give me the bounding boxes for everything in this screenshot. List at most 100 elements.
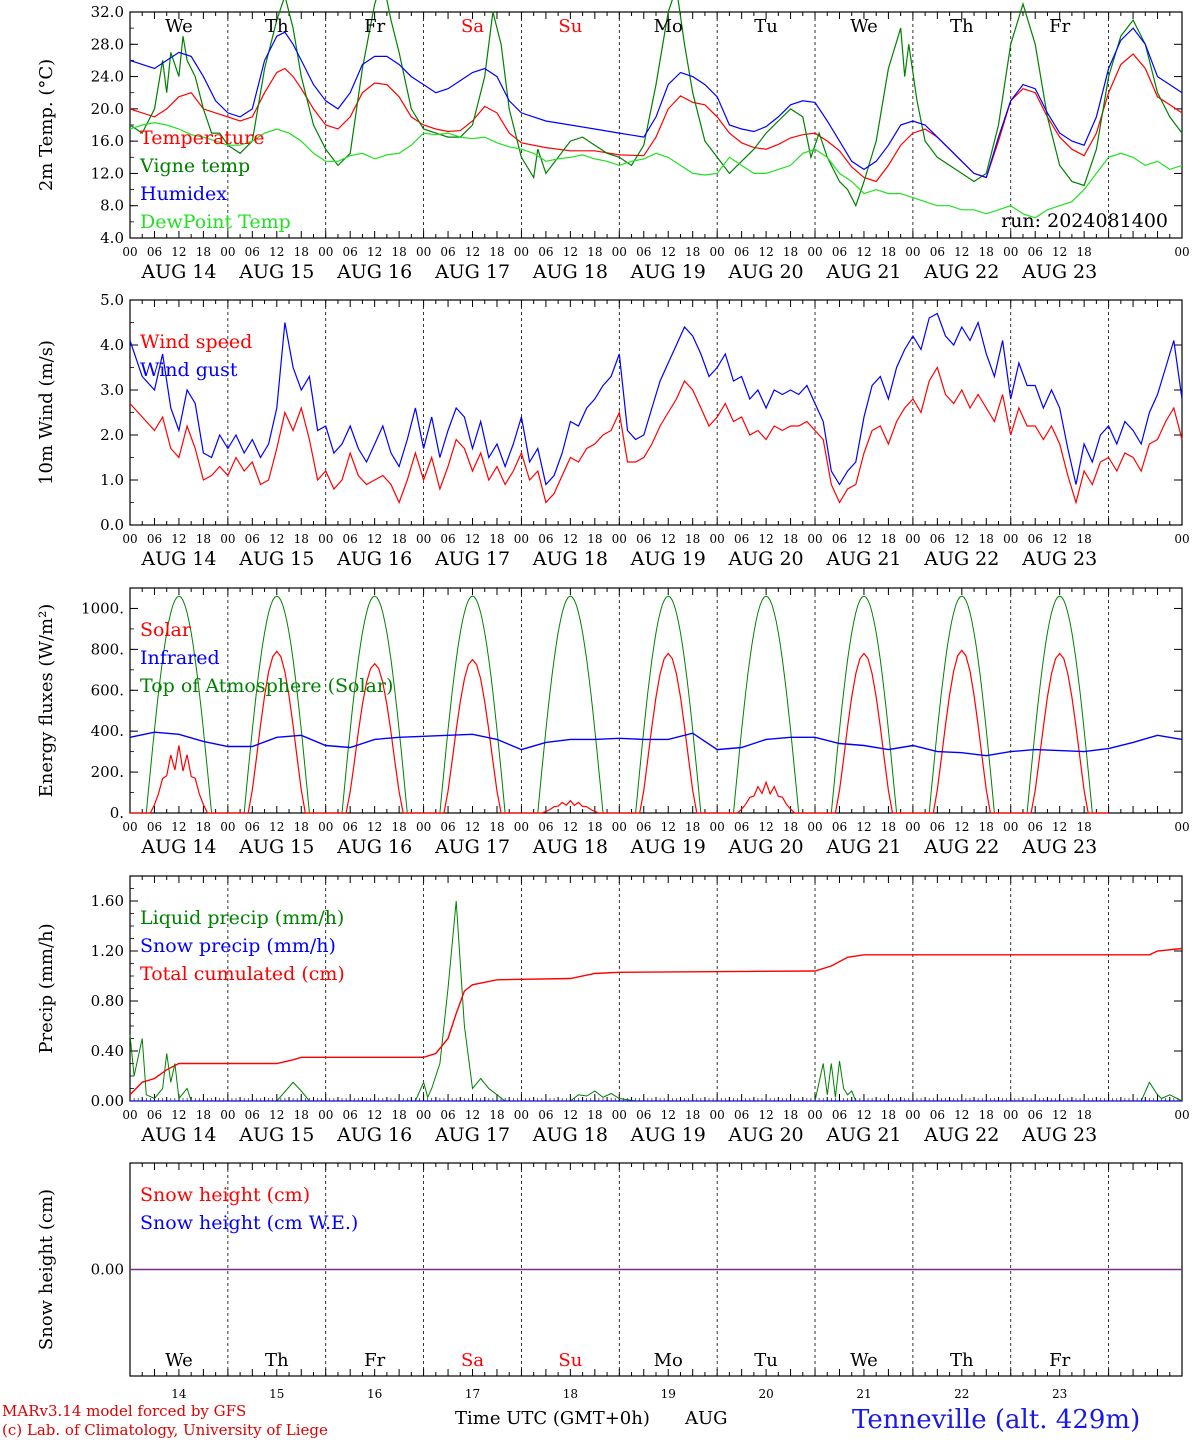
day-number: 14 — [171, 1387, 187, 1401]
hour-tick-label: 06 — [930, 532, 945, 546]
hour-tick-label: 06 — [440, 820, 455, 834]
hour-tick-label: 12 — [661, 820, 676, 834]
legend-item: Snow height (cm W.E.) — [140, 1212, 358, 1234]
date-label: AUG 19 — [630, 1124, 706, 1146]
date-label: AUG 22 — [923, 836, 999, 858]
date-label: AUG 17 — [434, 548, 510, 570]
panel-2: 0.0 1.0 2.0 3.0 4.0 5.0 10m Wind (m/s) Wind spe… — [36, 291, 1190, 570]
solar-curve — [912, 649, 1011, 814]
hour-tick-label: 18 — [489, 1108, 504, 1122]
hour-tick-label: 18 — [979, 820, 994, 834]
date-label: AUG 17 — [434, 836, 510, 858]
solar-curve — [227, 650, 326, 814]
hour-tick-label: 18 — [196, 245, 211, 259]
toa-curve — [717, 595, 815, 814]
hour-tick-label: 00 — [807, 1108, 822, 1122]
hour-tick-label: 18 — [783, 820, 798, 834]
y-axis-label: Precip (mm/h) — [36, 923, 57, 1053]
hour-tick-label: 06 — [245, 1108, 260, 1122]
day-number: 21 — [856, 1387, 871, 1401]
y-tick-label: 800. — [91, 640, 124, 658]
y-tick-label: 1000. — [81, 599, 124, 617]
y-tick-label: 1.0 — [100, 471, 124, 489]
month-label: AUG — [684, 1408, 728, 1429]
hour-tick-label: 00 — [122, 532, 137, 546]
day-number: 16 — [367, 1387, 382, 1401]
date-label: AUG 16 — [336, 1124, 412, 1146]
hour-tick-label: 00 — [612, 1108, 627, 1122]
hour-tick-label: 18 — [196, 1108, 211, 1122]
legend-item: Total cumulated (cm) — [140, 963, 345, 985]
hour-tick-label: 06 — [538, 532, 553, 546]
hour-tick-label: 12 — [661, 245, 676, 259]
y-tick-label: 1.60 — [91, 892, 124, 910]
hour-tick-label: 06 — [245, 245, 260, 259]
date-label: AUG 23 — [1021, 548, 1097, 570]
day-label: Mo — [654, 16, 683, 37]
hour-tick-label: 12 — [367, 245, 382, 259]
hour-tick-label: 18 — [881, 245, 896, 259]
hour-tick-label: 12 — [269, 1108, 284, 1122]
hour-tick-label: 18 — [783, 1108, 798, 1122]
hour-tick-label: 12 — [465, 1108, 480, 1122]
toa-curve — [521, 595, 620, 814]
y-tick-label: 200. — [91, 763, 124, 781]
solar-curve — [325, 662, 424, 814]
y-tick-label: 20.0 — [91, 100, 124, 118]
hour-tick-label: 12 — [856, 1108, 871, 1122]
date-label: AUG 20 — [728, 836, 804, 858]
hour-tick-label: 06 — [440, 1108, 455, 1122]
y-tick-label: 4.0 — [100, 336, 124, 354]
hour-tick-label: 00 — [710, 245, 725, 259]
day-label: Fr — [364, 1350, 385, 1371]
hour-tick-label: 06 — [734, 532, 749, 546]
series-line — [129, 121, 1183, 219]
hour-tick-label: 00 — [220, 820, 235, 834]
infrared-curve — [129, 731, 1183, 757]
y-tick-label: 600. — [91, 681, 124, 699]
hour-tick-label: 12 — [171, 820, 186, 834]
hour-tick-label: 18 — [783, 532, 798, 546]
hour-tick-label: 00 — [1174, 1108, 1189, 1122]
hour-tick-label: 18 — [587, 245, 602, 259]
hour-tick-label: 18 — [979, 532, 994, 546]
legend-item: Wind speed — [140, 331, 252, 353]
y-tick-label: 400. — [91, 722, 124, 740]
date-label: AUG 23 — [1021, 261, 1097, 283]
date-label: AUG 14 — [140, 1124, 216, 1146]
date-label: AUG 22 — [923, 548, 999, 570]
y-tick-label: 24.0 — [91, 68, 124, 86]
hour-tick-label: 12 — [171, 532, 186, 546]
hour-tick-label: 06 — [343, 1108, 358, 1122]
hour-tick-label: 00 — [318, 245, 333, 259]
hour-tick-label: 06 — [343, 245, 358, 259]
date-label: AUG 20 — [728, 548, 804, 570]
date-label: AUG 15 — [238, 261, 314, 283]
station-label: Tenneville (alt. 429m) — [852, 1405, 1140, 1435]
hour-tick-label: 12 — [269, 245, 284, 259]
hour-tick-label: 18 — [196, 532, 211, 546]
hour-tick-label: 18 — [294, 1108, 309, 1122]
day-label: Fr — [364, 16, 385, 37]
hour-tick-label: 12 — [269, 820, 284, 834]
day-label: Su — [558, 16, 582, 37]
day-label: We — [850, 1350, 878, 1371]
hour-tick-label: 00 — [416, 1108, 431, 1122]
hour-tick-label: 18 — [587, 1108, 602, 1122]
series-line — [129, 0, 1183, 208]
hour-tick-label: 00 — [905, 820, 920, 834]
legend-item: Solar — [140, 619, 192, 641]
series-line — [129, 53, 1183, 183]
hour-tick-label: 18 — [489, 245, 504, 259]
hour-tick-label: 06 — [636, 532, 651, 546]
date-label: AUG 15 — [238, 548, 314, 570]
hour-tick-label: 12 — [954, 820, 969, 834]
liquid-precip-line — [129, 900, 1183, 1102]
day-label: Mo — [654, 1350, 683, 1371]
panel-4: 0.00 0.40 0.80 1.20 1.60 Precip (mm/h) Liquid … — [36, 875, 1190, 1146]
legend-item: Snow height (cm) — [140, 1184, 310, 1206]
hour-tick-label: 12 — [954, 245, 969, 259]
legend-item: Temperature — [140, 127, 264, 149]
date-label: AUG 21 — [825, 261, 901, 283]
y-tick-label: 0.40 — [91, 1042, 124, 1060]
